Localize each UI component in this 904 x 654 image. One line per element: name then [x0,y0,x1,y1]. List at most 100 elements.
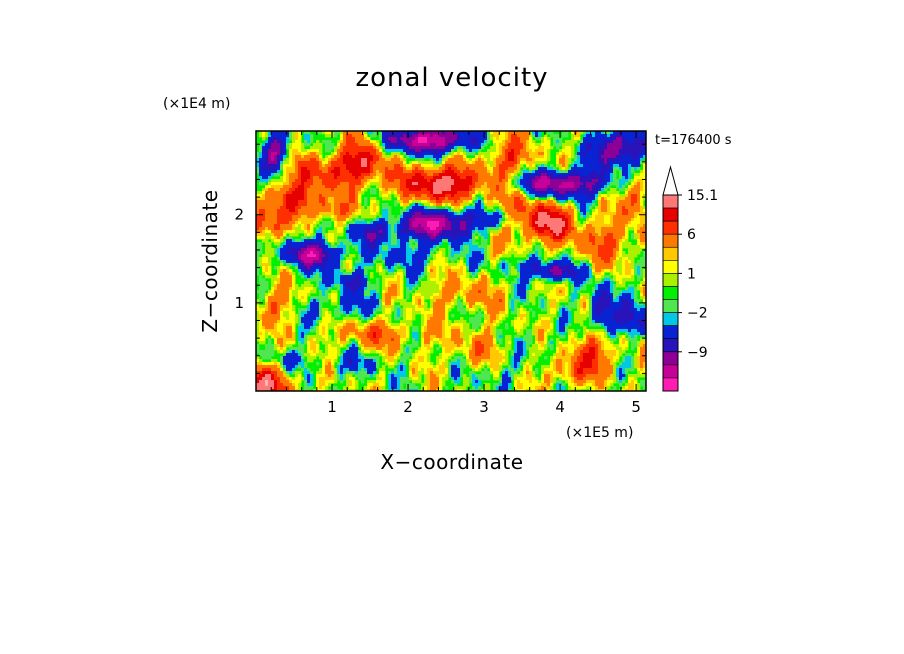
field-cell [562,149,566,153]
field-cell [355,185,359,189]
field-cell [565,134,569,138]
field-cell [256,218,260,222]
field-cell [559,245,563,249]
field-cell [619,155,623,159]
field-cell [349,197,353,201]
field-cell [382,179,386,183]
field-cell [265,179,269,183]
field-cell [292,188,296,192]
field-cell [346,197,350,201]
field-cell [289,248,293,252]
field-cell [379,167,383,171]
field-cell [373,227,377,231]
field-cell [574,215,578,219]
field-cell [298,170,302,174]
field-cell [631,188,635,192]
field-cell [628,212,632,216]
field-cell [457,170,461,174]
field-cell [532,236,536,240]
field-cell [496,152,500,156]
field-cell [499,215,503,219]
field-cell [487,200,491,204]
field-cell [547,233,551,237]
field-cell [343,137,347,141]
field-cell [457,203,461,207]
field-cell [286,146,290,150]
field-cell [292,206,296,210]
field-cell [394,167,398,171]
field-cell [472,176,476,180]
field-cell [499,197,503,201]
field-cell [346,185,350,189]
field-cell [598,203,602,207]
field-cell [520,176,524,180]
chart-title: zonal velocity [355,63,548,93]
field-cell [379,224,383,228]
field-cell [286,197,290,201]
field-cell [616,239,620,243]
field-cell [601,170,605,174]
field-cell [319,161,323,165]
field-cell [259,251,263,255]
field-cell [520,215,524,219]
field-cell [517,155,521,159]
field-cell [487,245,491,249]
field-cell [640,215,644,219]
field-cell [379,242,383,246]
field-cell [331,203,335,207]
field-cell [568,170,572,174]
field-cell [439,239,443,243]
field-cell [313,236,317,240]
field-cell [358,242,362,246]
field-cell [469,200,473,204]
field-cell [379,131,383,135]
field-cell [601,155,605,159]
field-cell [547,137,551,141]
field-cell [604,242,608,246]
field-cell [433,197,437,201]
field-cell [478,161,482,165]
field-cell [628,206,632,210]
field-cell [298,230,302,234]
field-cell [508,218,512,222]
field-cell [562,176,566,180]
field-cell [637,149,641,153]
field-cell [511,209,515,213]
field-cell [262,149,266,153]
field-cell [496,239,500,243]
field-cell [613,200,617,204]
field-cell [424,131,428,135]
field-cell [364,164,368,168]
field-cell [637,245,641,249]
field-cell [580,233,584,237]
field-cell [496,182,500,186]
field-cell [586,134,590,138]
field-cell [367,239,371,243]
field-cell [547,170,551,174]
field-cell [418,206,422,210]
field-cell [610,170,614,174]
field-cell [463,167,467,171]
field-cell [490,191,494,195]
field-cell [331,152,335,156]
field-cell [490,158,494,162]
field-cell [586,227,590,231]
field-cell [553,248,557,252]
field-cell [619,197,623,201]
field-cell [451,224,455,228]
field-cell [472,158,476,162]
field-cell [607,149,611,153]
field-cell [280,209,284,213]
field-cell [418,146,422,150]
field-cell [406,152,410,156]
field-cell [325,134,329,138]
field-cell [346,248,350,252]
field-cell [520,206,524,210]
field-cell [289,215,293,219]
field-cell [331,200,335,204]
field-cell [523,224,527,228]
field-cell [355,131,359,135]
field-cell [604,197,608,201]
field-cell [406,146,410,150]
field-cell [259,242,263,246]
